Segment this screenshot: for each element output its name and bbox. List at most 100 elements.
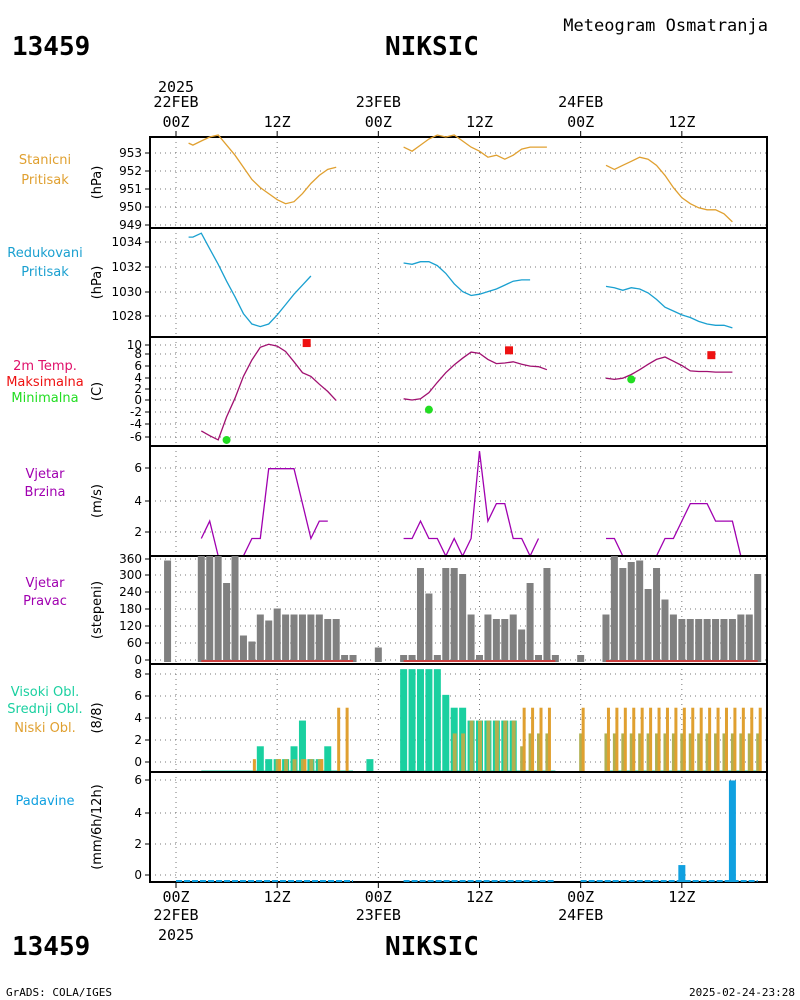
mid-cloud-bar <box>520 746 525 772</box>
direction-bar <box>526 583 534 662</box>
y-tick-label: 6 <box>134 773 142 787</box>
precip-bar <box>678 865 686 882</box>
direction-bar <box>509 614 517 662</box>
direction-bar <box>610 556 618 662</box>
product-title: Meteogram Osmatranja <box>563 16 768 36</box>
direction-bar <box>501 619 509 662</box>
y-tick-label: 8 <box>134 667 142 681</box>
direction-bar <box>214 556 222 662</box>
station-id-bottom: 13459 <box>12 932 90 962</box>
direction-bar <box>290 614 298 662</box>
direction-bar <box>265 620 273 662</box>
top-time-label: 00Z <box>162 113 189 131</box>
temp-series-line <box>200 343 337 441</box>
direction-bar <box>433 655 441 662</box>
direction-bar <box>467 614 475 662</box>
high-cloud-bar <box>400 669 408 772</box>
panel-title-label: Pravac <box>23 594 67 609</box>
y-tick-label: 0 <box>134 868 142 882</box>
mid-cloud-bar <box>528 733 533 772</box>
direction-bar <box>374 647 382 662</box>
y-tick-label: 10 <box>127 338 142 352</box>
station-name-bottom: NIKSIC <box>385 932 479 962</box>
panel-title-label: Maksimalna <box>6 375 84 390</box>
mid-cloud-bar <box>621 733 626 772</box>
y-tick-label: 6 <box>134 461 142 475</box>
panel-title-label: Vjetar <box>26 467 66 482</box>
wind-series-line <box>606 502 750 557</box>
direction-bar <box>551 655 559 662</box>
low-cloud-bar <box>278 759 282 772</box>
low-cloud-bar <box>252 759 256 772</box>
mslp-series-line <box>188 232 312 328</box>
mid-cloud-bar <box>646 733 651 772</box>
panel-frame <box>149 227 768 338</box>
top-date-label: 24FEB <box>558 93 603 111</box>
panel-unit-label: (C) <box>90 382 105 401</box>
wind-series-line <box>403 451 540 558</box>
panel-title-label: Niski Obl. <box>14 721 76 736</box>
y-tick-label: 952 <box>119 164 142 178</box>
y-tick-label: 360 <box>119 552 142 566</box>
direction-bar <box>661 599 669 662</box>
y-tick-label: 60 <box>127 636 142 650</box>
bottom-time-label: 00Z <box>567 888 594 906</box>
direction-bar <box>728 619 736 662</box>
direction-bar <box>315 614 323 662</box>
direction-bar <box>577 655 585 662</box>
low-cloud-bar <box>716 707 720 772</box>
panel-title-label: Vjetar <box>26 576 66 591</box>
mslp-series-line <box>403 261 531 297</box>
temp-series-line <box>403 351 548 401</box>
render-timestamp: 2025-02-24-23:28 <box>689 986 795 999</box>
direction-bar <box>408 655 416 662</box>
mid-cloud-bar <box>697 733 702 772</box>
bottom-time-label: 00Z <box>365 888 392 906</box>
direction-bar <box>298 614 306 662</box>
y-tick-label: 2 <box>134 733 142 747</box>
mid-cloud-bar <box>292 759 297 772</box>
bottom-date-label: 24FEB <box>558 906 603 924</box>
panel-title-label: Srednji Obl. <box>7 702 82 717</box>
mid-cloud-bar <box>511 720 516 772</box>
high-cloud-bar <box>290 746 298 772</box>
direction-bar <box>644 589 652 662</box>
pressure-series-line <box>188 134 337 205</box>
low-cloud-bar <box>665 707 669 772</box>
panel-title-label: Pritisak <box>21 173 69 188</box>
precip-bar <box>728 780 736 882</box>
bottom-time-label: 12Z <box>264 888 291 906</box>
panel-frame <box>149 336 768 447</box>
low-cloud-bar <box>699 707 703 772</box>
panel-title-label: Visoki Obl. <box>11 685 79 700</box>
direction-bar <box>324 619 332 662</box>
bottom-time-label: 12Z <box>466 888 493 906</box>
top-year: 2025 <box>158 78 194 96</box>
direction-bar <box>602 614 610 662</box>
direction-bar <box>745 614 753 662</box>
direction-bar <box>206 556 214 662</box>
station-id-top: 13459 <box>12 32 90 62</box>
top-time-label: 12Z <box>466 113 493 131</box>
mid-cloud-bar <box>756 733 761 772</box>
mid-cloud-bar <box>469 720 474 772</box>
low-cloud-bar <box>733 707 737 772</box>
mid-cloud-bar <box>612 733 617 772</box>
direction-bar <box>450 568 458 662</box>
low-cloud-bar <box>320 759 324 772</box>
direction-bar <box>239 635 247 662</box>
credit-text: GrADS: COLA/IGES <box>6 986 112 999</box>
panel-frame <box>149 136 768 229</box>
y-tick-label: 950 <box>119 200 142 214</box>
high-cloud-bar <box>433 669 441 772</box>
panels-layer <box>149 134 768 883</box>
y-tick-label: 2 <box>134 382 142 396</box>
y-tick-label: 4 <box>134 806 142 820</box>
direction-bar <box>256 614 264 662</box>
mid-cloud-bar <box>486 720 491 772</box>
direction-bar <box>442 568 450 662</box>
y-tick-label: 1034 <box>111 235 142 249</box>
y-tick-label: 1028 <box>111 309 142 323</box>
mid-cloud-bar <box>739 733 744 772</box>
